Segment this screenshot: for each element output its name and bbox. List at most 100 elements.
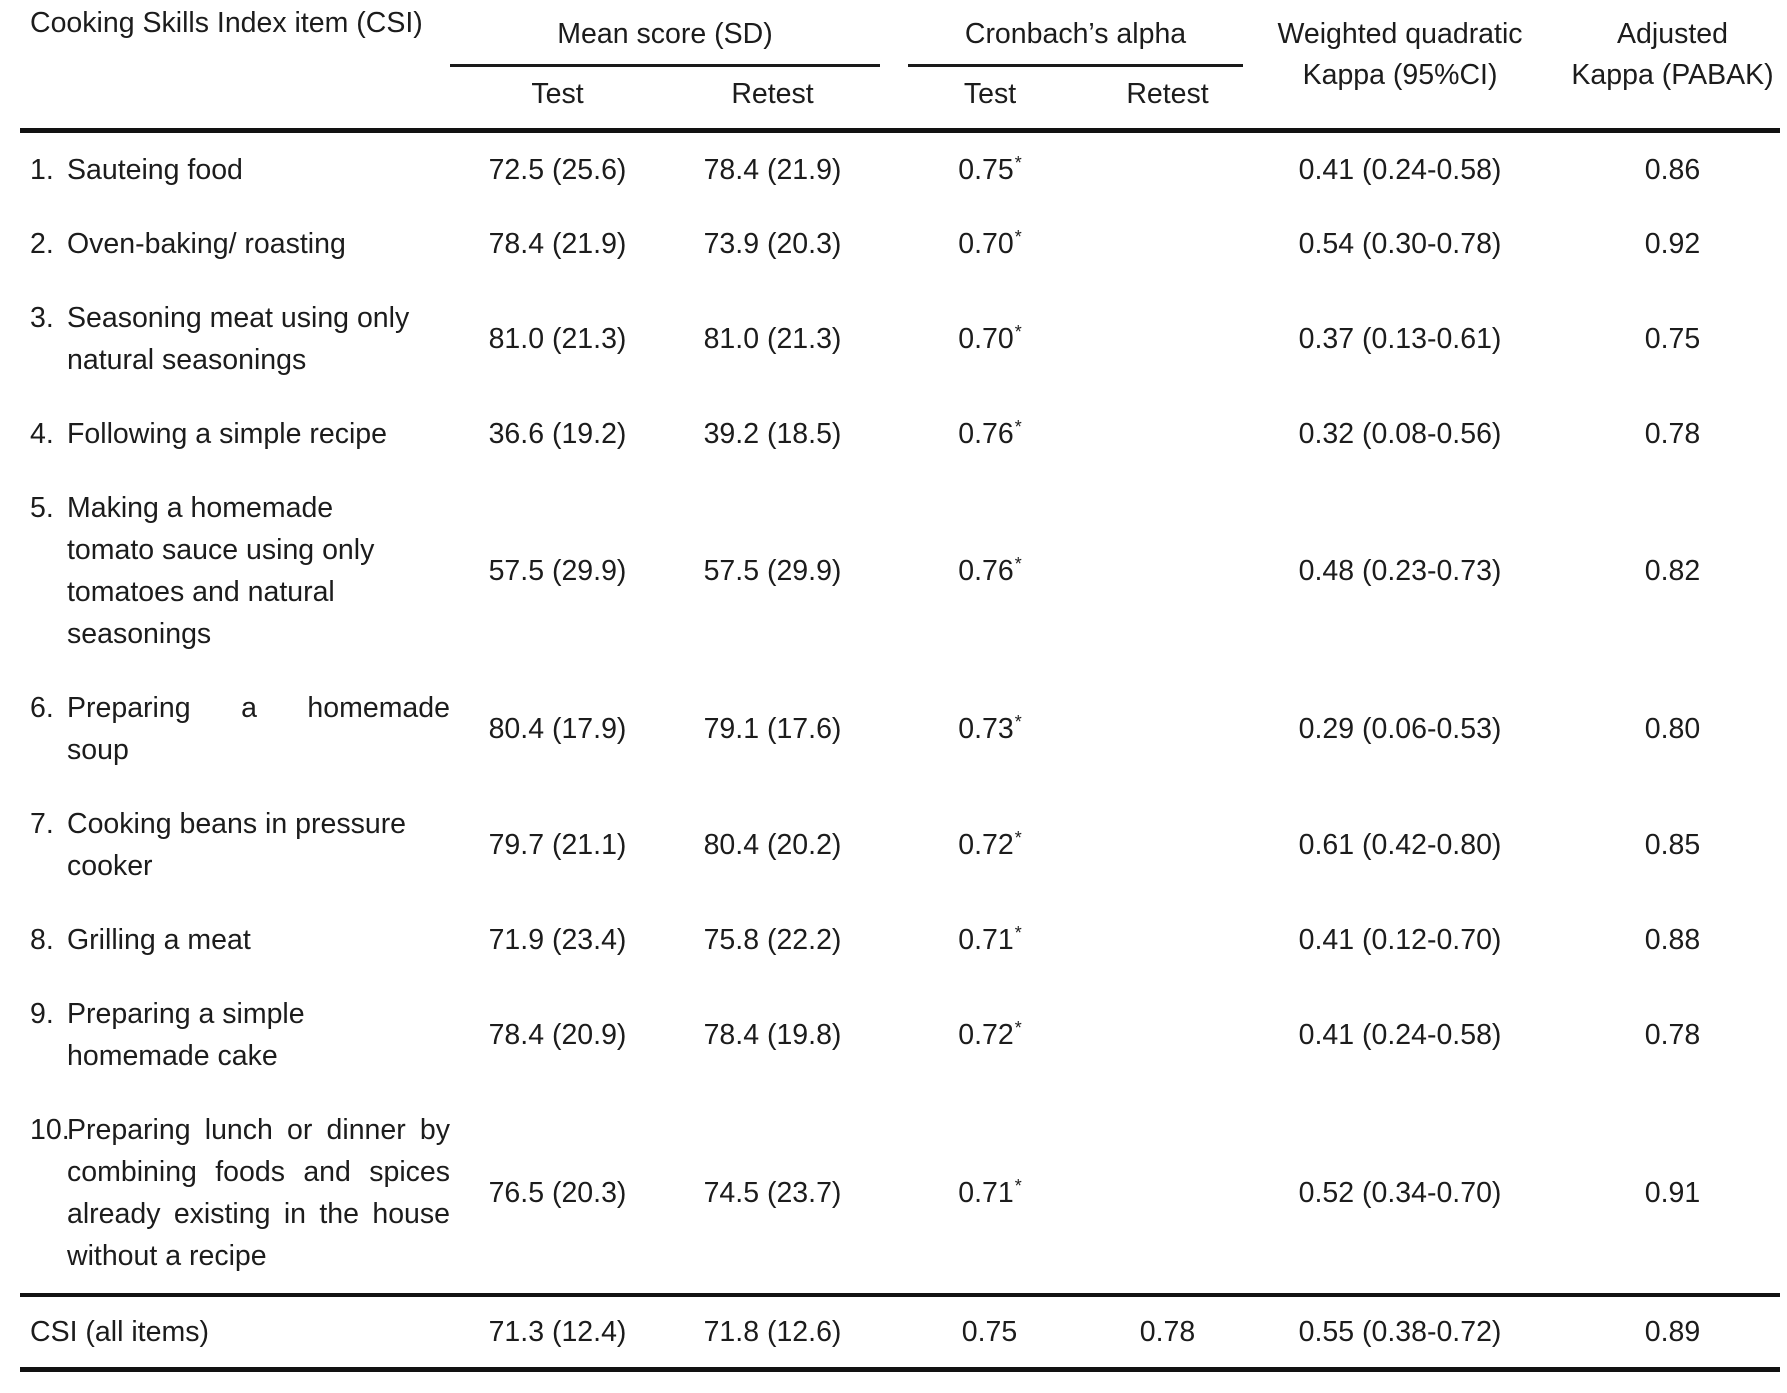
significance-asterisk: * xyxy=(1014,711,1022,732)
cell-alpha-test: 0.70* xyxy=(880,207,1100,281)
cell-mean-test: 78.4 (20.9) xyxy=(488,1019,627,1051)
column-header-weighted-kappa-line1: Weighted quadratic xyxy=(1277,18,1523,50)
cell-alpha-retest xyxy=(1100,903,1235,977)
cell-alpha-test: 0.75* xyxy=(880,131,1100,208)
item-label-line: already existing in the house xyxy=(67,1198,450,1230)
cell-mean-test: 81.0 (21.3) xyxy=(488,323,627,355)
column-header-adjusted-kappa-line1: Adjusted xyxy=(1617,18,1728,50)
cell-alpha-retest xyxy=(1100,471,1235,671)
item-label: Grilling a meat xyxy=(67,919,450,961)
group-header-cronbach-alpha: Cronbach’s alpha xyxy=(880,6,1244,67)
table-row: 2. Oven-baking/ roasting 78.4 (21.9) 73.… xyxy=(20,207,1780,281)
cell-weighted-kappa: 0.37 (0.13-0.61) xyxy=(1298,323,1502,355)
cell-alpha-test: 0.76* xyxy=(880,471,1100,671)
item-label-line: tomato sauce using only xyxy=(67,534,375,566)
item-label-line: Preparing a simple xyxy=(67,998,305,1030)
cell-weighted-kappa: 0.48 (0.23-0.73) xyxy=(1298,555,1502,587)
cell-alpha-test: 0.71* xyxy=(880,903,1100,977)
alpha-test-value: 0.76 xyxy=(958,555,1014,587)
cell-mean-test: 78.4 (21.9) xyxy=(488,228,627,260)
table-row: 10. Preparing lunch or dinner by combinin… xyxy=(20,1093,1780,1295)
table-row: 3. Seasoning meat using only natural seas… xyxy=(20,281,1780,397)
cell-alpha-retest xyxy=(1100,281,1235,397)
cell-mean-retest: 73.9 (20.3) xyxy=(703,228,842,260)
cell-mean-test: 79.7 (21.1) xyxy=(488,829,627,861)
alpha-test-value: 0.70 xyxy=(958,228,1014,260)
cell-mean-retest: 78.4 (21.9) xyxy=(703,154,842,186)
cell-item: 8. Grilling a meat xyxy=(20,903,450,977)
alpha-test-value: 0.73 xyxy=(958,713,1014,745)
alpha-test-value: 0.76 xyxy=(958,418,1014,450)
cell-alpha-test: 0.72* xyxy=(880,787,1100,903)
column-header-item: Cooking Skills Index item (CSI) xyxy=(30,7,423,39)
summary-label: CSI (all items) xyxy=(30,1316,209,1348)
table-row: 6. Preparing a homemade soup 80.4 (17.9) … xyxy=(20,671,1780,787)
cell-mean-test: 71.3 (12.4) xyxy=(488,1316,627,1348)
subheader-alpha-retest: Retest xyxy=(1126,78,1209,110)
cell-alpha-test: 0.71* xyxy=(880,1093,1100,1295)
significance-asterisk: * xyxy=(1014,321,1022,342)
cell-mean-retest: 71.8 (12.6) xyxy=(703,1316,842,1348)
item-number: 1. xyxy=(30,154,54,186)
item-number: 3. xyxy=(30,302,54,334)
alpha-test-value: 0.72 xyxy=(958,829,1014,861)
cell-alpha-retest xyxy=(1100,207,1235,281)
item-label: Making a homemade tomato sauce using only… xyxy=(67,487,450,655)
table-footer: CSI (all items) 71.3 (12.4) 71.8 (12.6) … xyxy=(20,1295,1781,1370)
item-label-line: Grilling a meat xyxy=(67,924,251,956)
item-label-line: Cooking beans in pressure xyxy=(67,808,407,840)
cell-weighted-kappa: 0.32 (0.08-0.56) xyxy=(1298,418,1502,450)
item-label-line: Seasoning meat using only xyxy=(67,302,410,334)
item-number: 6. xyxy=(30,692,54,724)
item-label: Oven-baking/ roasting xyxy=(67,223,450,265)
cell-weighted-kappa: 0.41 (0.24-0.58) xyxy=(1298,1019,1502,1051)
cell-item: 10. Preparing lunch or dinner by combinin… xyxy=(20,1093,450,1295)
table-row: 5. Making a homemade tomato sauce using o… xyxy=(20,471,1780,671)
item-number: 8. xyxy=(30,924,54,956)
cell-mean-retest: 80.4 (20.2) xyxy=(703,829,842,861)
significance-asterisk: * xyxy=(1014,553,1022,574)
item-label-line: Sauteing food xyxy=(67,154,243,186)
cell-alpha-retest xyxy=(1100,671,1235,787)
cell-mean-retest: 74.5 (23.7) xyxy=(703,1177,842,1209)
item-label-line: soup xyxy=(67,734,129,766)
cell-alpha-test: 0.76* xyxy=(880,397,1100,471)
alpha-test-value: 0.75 xyxy=(958,154,1014,186)
alpha-test-value: 0.71 xyxy=(958,1177,1014,1209)
significance-asterisk: * xyxy=(1014,1175,1022,1196)
cell-item: 9. Preparing a simple homemade cake xyxy=(20,977,450,1093)
item-label-line: combining foods and spices xyxy=(67,1156,450,1188)
cell-alpha-test: 0.72* xyxy=(880,977,1100,1093)
cell-item: 5. Making a homemade tomato sauce using o… xyxy=(20,471,450,671)
cell-alpha-retest xyxy=(1100,787,1235,903)
cell-alpha-test: 0.70* xyxy=(880,281,1100,397)
column-header-weighted-kappa: Weighted quadratic Kappa (95%CI) xyxy=(1235,6,1565,131)
subheader-alpha-test: Test xyxy=(963,78,1017,110)
cell-adjusted-kappa: 0.91 xyxy=(1644,1177,1701,1209)
table-row: 4. Following a simple recipe 36.6 (19.2)… xyxy=(20,397,1780,471)
cell-weighted-kappa: 0.29 (0.06-0.53) xyxy=(1298,713,1502,745)
item-label: Following a simple recipe xyxy=(67,413,450,455)
item-label: Preparing a simple homemade cake xyxy=(67,993,450,1077)
alpha-test-value: 0.70 xyxy=(958,323,1014,355)
cell-mean-test: 80.4 (17.9) xyxy=(488,713,627,745)
significance-asterisk: * xyxy=(1014,226,1022,247)
item-label: Preparing lunch or dinner by combining fo… xyxy=(67,1109,450,1277)
cell-weighted-kappa: 0.41 (0.12-0.70) xyxy=(1298,924,1502,956)
cell-alpha-retest xyxy=(1100,397,1235,471)
subheader-mean-retest: Retest xyxy=(731,78,814,110)
column-header-adjusted-kappa-line2: Kappa (PABAK) xyxy=(1571,59,1774,91)
cell-alpha-retest xyxy=(1100,1093,1235,1295)
item-label-line: cooker xyxy=(67,850,153,882)
item-number: 9. xyxy=(30,998,54,1030)
item-label-line: natural seasonings xyxy=(67,344,307,376)
table-row: 8. Grilling a meat 71.9 (23.4) 75.8 (22.… xyxy=(20,903,1780,977)
cell-item: 1. Sauteing food xyxy=(20,131,450,208)
cell-alpha-retest xyxy=(1100,977,1235,1093)
cell-mean-retest: 78.4 (19.8) xyxy=(703,1019,842,1051)
item-label-line: Preparing a homemade xyxy=(67,692,450,724)
significance-asterisk: * xyxy=(1014,416,1022,437)
item-label-line: Following a simple recipe xyxy=(67,418,387,450)
alpha-test-value: 0.75 xyxy=(961,1316,1018,1348)
item-number: 7. xyxy=(30,808,54,840)
